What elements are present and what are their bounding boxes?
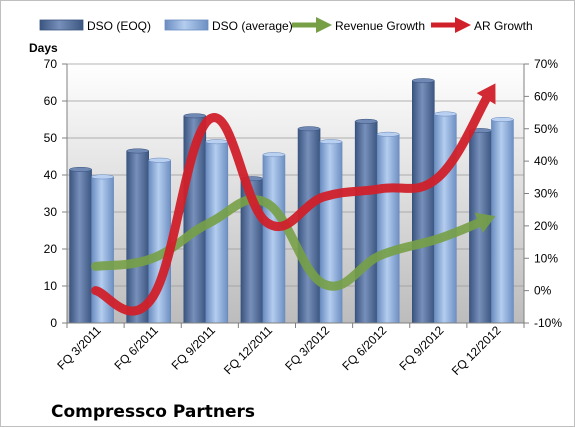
y2-tick-label: 10% [534, 251, 558, 265]
x-tick-label: FQ 9/2011 [169, 323, 219, 373]
series-line [91, 91, 493, 316]
legend-label-dso-eoq: DSO (EOQ) [87, 19, 151, 33]
bar-top [205, 139, 229, 145]
bar-dso-average [262, 152, 286, 324]
x-tick-label: FQ 12/2012 [449, 323, 504, 378]
bar-dso-eoq [412, 78, 435, 324]
bar-dso-eoq [354, 118, 378, 324]
y2-tick-label: 60% [534, 89, 558, 103]
bar-dso-eoq [297, 126, 321, 324]
bar-top [262, 152, 286, 158]
y2-tick-label: 70% [534, 57, 558, 71]
bar-top [91, 174, 114, 180]
bar-top [376, 131, 400, 137]
growth-lines [91, 83, 496, 316]
line-ar-growth [91, 83, 496, 316]
y-tick-label: 70 [44, 57, 58, 71]
bar-dso-average [319, 139, 343, 324]
x-tick-label: FQ 3/2012 [282, 323, 332, 373]
bar-body [412, 80, 435, 324]
bar-body [69, 169, 92, 324]
bar-body [434, 113, 457, 324]
left-axis-ticks: 0 10 20 30 40 50 60 70 [44, 57, 67, 330]
bar-top [412, 78, 435, 84]
bar-dso-average [376, 131, 400, 324]
bar-body [376, 134, 400, 324]
y-tick-label: 0 [50, 316, 57, 330]
bar-top [183, 113, 207, 119]
y-axis-title: Days [29, 41, 58, 55]
legend-label-ar-growth: AR Growth [474, 19, 533, 33]
bar-top [69, 167, 92, 172]
y2-tick-label: 30% [534, 187, 558, 201]
y-tick-label: 40 [44, 168, 58, 182]
bar-dso-eoq [69, 167, 92, 324]
y-tick-label: 50 [44, 131, 58, 145]
bar-body [205, 141, 229, 324]
x-tick-label: FQ 6/2012 [339, 323, 389, 373]
x-tick-label: FQ 9/2012 [396, 323, 446, 373]
x-tick-label: FQ 3/2011 [54, 323, 104, 373]
bar-body [262, 154, 286, 324]
bar-top [126, 148, 149, 154]
bar-dso-eoq [126, 148, 149, 324]
bar-top [148, 157, 171, 163]
y2-tick-label: 20% [534, 219, 558, 233]
y2-tick-label: -10% [534, 316, 562, 330]
bar-body [354, 121, 378, 324]
legend-swatch-ar-growth [431, 17, 471, 33]
y2-tick-label: 0% [534, 284, 552, 298]
bar-dso-average [205, 139, 229, 324]
bar-dso-average [491, 117, 514, 324]
bar-top [434, 111, 457, 117]
legend-swatch-dso-average [164, 19, 209, 31]
bar-top [491, 117, 514, 122]
x-axis-ticks: FQ 3/2011 FQ 6/2011 FQ 9/2011 FQ 12/2011 FQ … [54, 323, 525, 378]
bar-body [297, 128, 321, 324]
legend-label-revenue-growth: Revenue Growth [335, 19, 425, 33]
bar-body [126, 150, 149, 324]
legend: DSO (EOQ) DSO (average) Revenue Growth A… [39, 17, 533, 33]
legend-swatch-dso-eoq [39, 19, 84, 31]
series-arrowhead [474, 212, 496, 234]
bar-body [491, 119, 514, 324]
bar-top [354, 118, 378, 124]
bar-top [297, 126, 321, 132]
y2-tick-label: 50% [534, 122, 558, 136]
y-tick-label: 10 [44, 279, 58, 293]
bar-top [319, 139, 343, 145]
bar-dso-average [434, 111, 457, 324]
y-tick-label: 30 [44, 205, 58, 219]
y2-tick-label: 40% [534, 154, 558, 168]
legend-swatch-revenue-growth [292, 17, 332, 33]
y-tick-label: 20 [44, 242, 58, 256]
x-tick-label: FQ 12/2011 [221, 323, 275, 377]
legend-label-dso-average: DSO (average) [212, 19, 293, 33]
right-axis-ticks: -10% 0% 10% 20% 30% 40% 50% 60% 70% [524, 57, 562, 330]
x-tick-label: FQ 6/2011 [111, 323, 161, 373]
series-arrowhead [476, 83, 496, 105]
y-tick-label: 60 [44, 94, 58, 108]
bar-body [319, 141, 343, 324]
chart-title: Compressco Partners [51, 402, 255, 422]
